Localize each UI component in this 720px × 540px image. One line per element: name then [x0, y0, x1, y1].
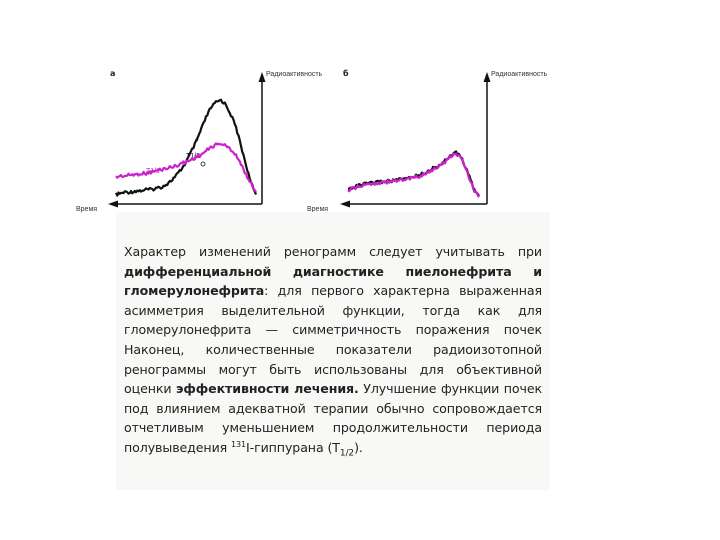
- panel-a-ylabel: Радиоактивность: [266, 71, 323, 78]
- body-paragraph: Характер изменений ренограмм следует учи…: [124, 242, 542, 458]
- panel-a-t-half-black-label: T1/2: [186, 153, 200, 160]
- panel-b-x-arrow-icon: [340, 200, 350, 208]
- isotope-superscript: 131: [231, 439, 247, 449]
- text-part-2: : для первого характерна выраженная асим…: [124, 283, 542, 397]
- panel-b-y-arrow-icon: [483, 72, 491, 82]
- panel-b-xlabel: Время: [307, 206, 328, 213]
- renogram-panel-a: а Радиоактивность Время T1/2 T1/2: [76, 69, 323, 213]
- text-part-3: Улучшение функции почек под влиянием аде…: [124, 381, 543, 455]
- text-part-5: ).: [354, 439, 363, 455]
- bold-diagnosis-phrase: дифференциальной диагностике пиелонефрит…: [124, 263, 542, 299]
- panel-b-letter: б: [343, 68, 349, 78]
- t-half-subscript: 1/2: [339, 448, 355, 459]
- text-part-4: I-гиппурана (Т: [246, 439, 340, 455]
- renogram-figure: а Радиоактивность Время T1/2 T1/2 б Ради…: [76, 68, 548, 213]
- panel-a-t-half-marker: [200, 161, 206, 167]
- panel-a-letter: а: [110, 69, 115, 78]
- panel-b-series-magenta-line: [347, 152, 480, 198]
- panel-a-xlabel: Время: [76, 206, 97, 213]
- panel-a-series-magenta-line: [115, 142, 257, 193]
- panel-b-series-black-line: [347, 150, 480, 197]
- panel-a-x-arrow-icon: [108, 200, 118, 208]
- renogram-panel-b: б Радиоактивность Время: [307, 68, 548, 213]
- bold-treatment-phrase: эффективности лечения.: [175, 381, 359, 397]
- panel-a-series-black-line: [115, 98, 258, 197]
- panel-a-y-arrow-icon: [258, 72, 266, 82]
- text-part-1: Характер изменений ренограмм следует учи…: [124, 244, 542, 259]
- panel-b-ylabel: Радиоактивность: [491, 71, 548, 78]
- text-panel: Характер изменений ренограмм следует учи…: [116, 212, 550, 490]
